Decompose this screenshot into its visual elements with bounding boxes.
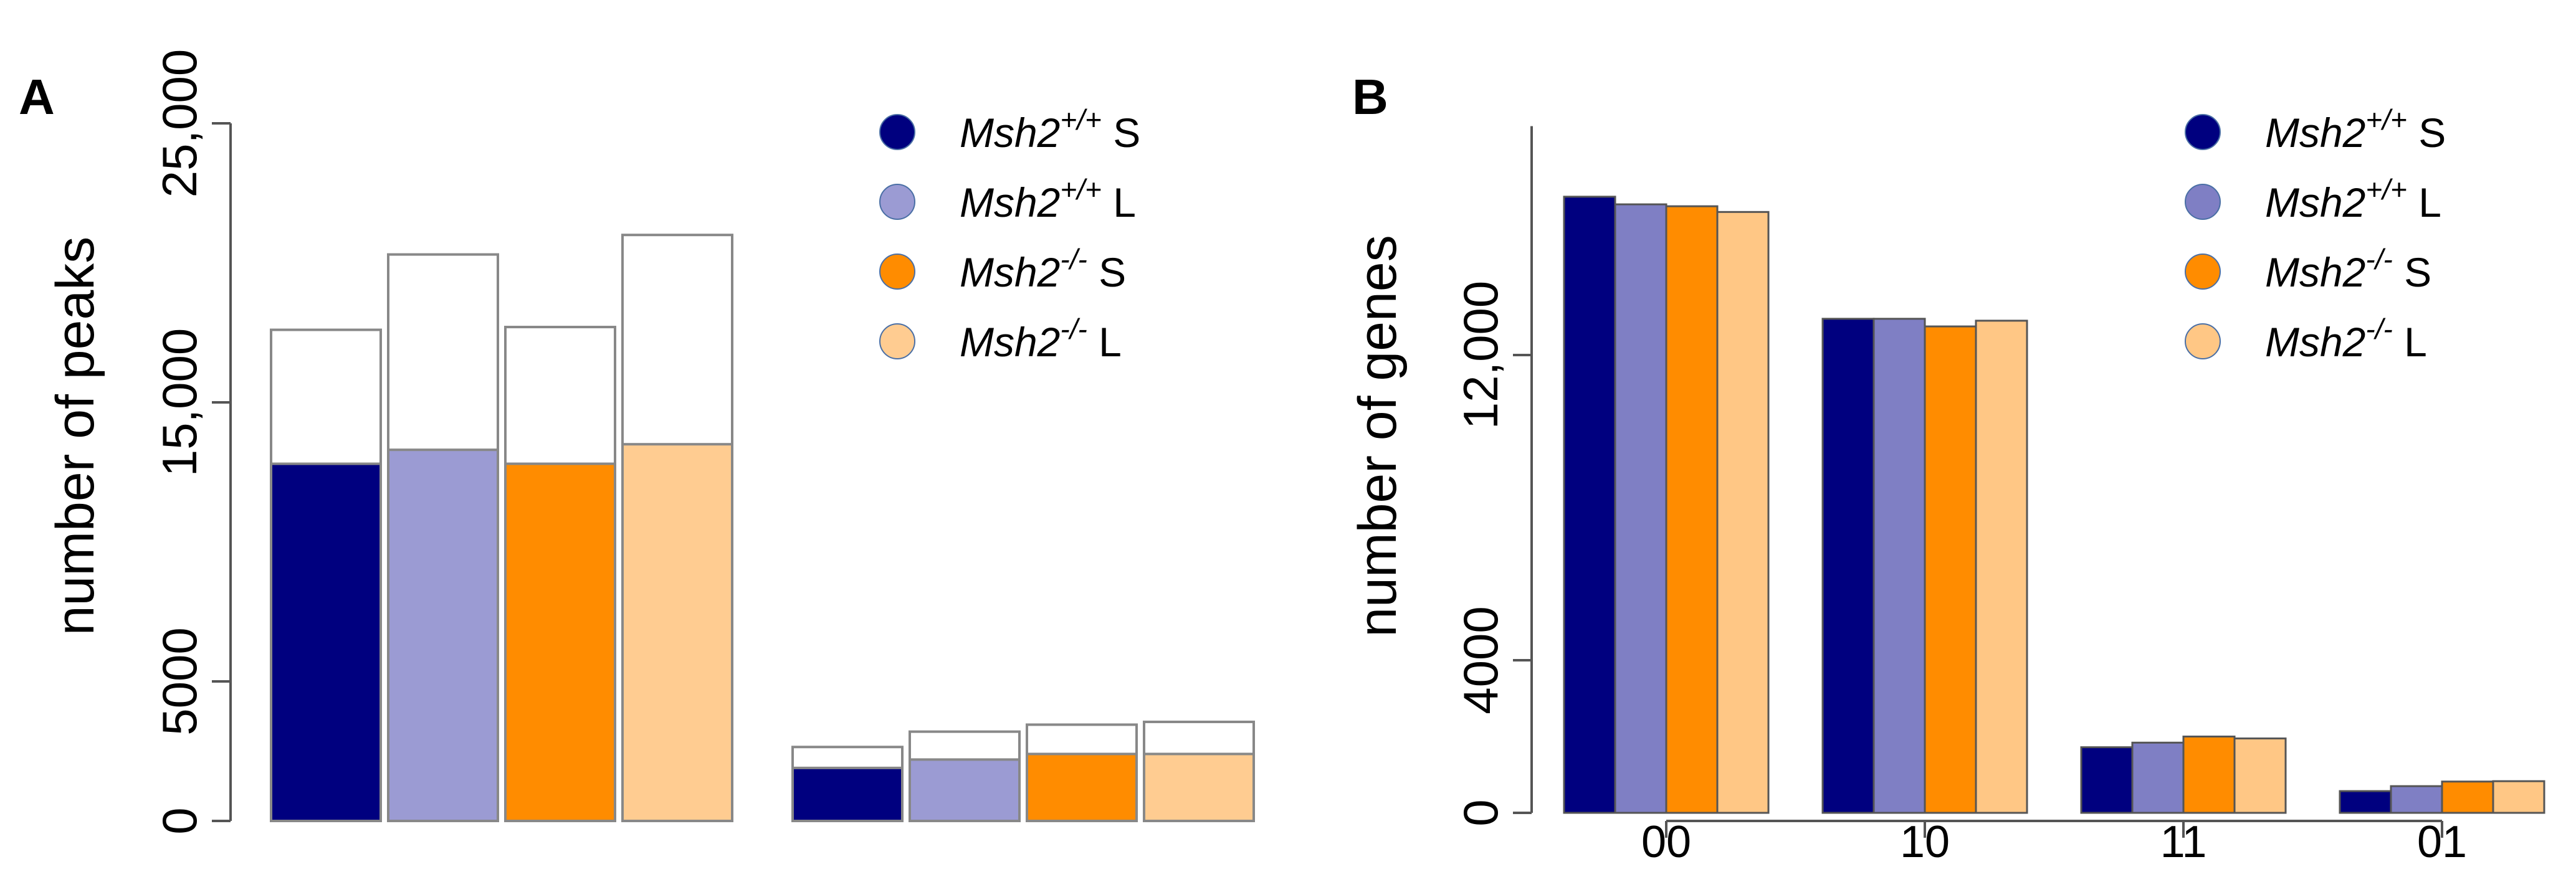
panel-a-bar-g1-msh2wt-l (387, 448, 499, 822)
panel-a-bar-g1-msh2wt-s (270, 462, 382, 822)
panel-b-legend-marker-4 (2185, 323, 2221, 359)
panel-b-x-tick-label: 01 (2417, 817, 2467, 867)
panel-b-legend-label-3: Msh2-/- S (2265, 243, 2431, 295)
panel-b-bar-10-msh2ko-l (1975, 320, 2028, 814)
panel-a-legend-label-3: Msh2-/- S (960, 243, 1126, 295)
panel-b-bars (1563, 196, 2545, 814)
panel-a-bar-g1-msh2ko-l (621, 443, 733, 822)
panel-b-bar-01-msh2ko-s (2441, 780, 2494, 814)
panel-b-y-tick-label: 0 (1453, 799, 1508, 826)
panel-a-bar-g2-msh2wt-l (909, 758, 1021, 822)
panel-b-legend-marker-3 (2185, 254, 2221, 290)
panel-b-bar-11-msh2ko-s (2182, 736, 2236, 814)
panel-a-legend-label-4: Msh2-/- L (960, 313, 1122, 365)
panel-b-bar-01-msh2wt-s (2339, 790, 2392, 814)
panel-a-legend-marker-4 (879, 323, 915, 359)
panel-b-bar-01-msh2wt-l (2390, 785, 2443, 814)
panel-b-bar-00-msh2wt-s (1563, 196, 1616, 814)
panel-b-bar-11-msh2wt-s (2080, 746, 2134, 814)
panel-a-y-tick-label: 5000 (152, 627, 207, 736)
panel-b-x-axis: 00 10 11 01 (1641, 817, 2467, 867)
panel-b-x-tick-label: 00 (1641, 817, 1691, 867)
panel-a-bar-g2-msh2wt-s (791, 766, 904, 823)
panel-a-y-tick-label: 15,000 (152, 328, 207, 477)
panel-b-bar-00-msh2ko-s (1665, 205, 1719, 814)
panel-b-label: B (1352, 69, 1388, 125)
panel-b-bar-10-msh2ko-s (1924, 325, 1977, 814)
panel-a-bars (270, 234, 1255, 823)
panel-b-legend-marker-2 (2185, 184, 2221, 220)
panel-a-legend-marker-2 (879, 184, 915, 220)
panel-a: A number of peaks 0 5000 15,000 25,000 Msh2… (19, 49, 1255, 835)
panel-a-y-tick-label: 0 (152, 807, 207, 834)
panel-a-bar-g2-msh2ko-s (1026, 752, 1138, 822)
panel-a-y-axis-title: number of peaks (45, 237, 105, 636)
panel-b-bar-00-msh2wt-l (1614, 203, 1667, 814)
panel-b-y-axis: 0 4000 12,000 (1453, 126, 1533, 827)
panel-b-bar-10-msh2wt-s (1821, 318, 1875, 814)
panel-b-legend: Msh2+/+ S Msh2+/+ L Msh2-/- S Msh2-/- L (2185, 103, 2446, 365)
panel-a-legend: Msh2+/+ S Msh2+/+ L Msh2-/- S Msh2-/- L (879, 103, 1140, 365)
panel-b-y-tick-label: 4000 (1453, 606, 1508, 714)
panel-a-legend-marker-1 (879, 114, 915, 150)
panel-b-bar-00-msh2ko-l (1716, 211, 1770, 814)
panel-b-y-tick-label: 12,000 (1453, 281, 1508, 430)
panel-a-bar-g1-msh2ko-s (504, 462, 616, 822)
panel-a-y-axis: 0 5000 15,000 25,000 (152, 49, 232, 835)
panel-a-y-tick-label: 25,000 (152, 49, 207, 198)
panel-a-legend-label-2: Msh2+/+ L (960, 173, 1136, 225)
panel-b-bar-11-msh2wt-l (2131, 741, 2185, 814)
panel-b-bar-01-msh2ko-l (2492, 780, 2545, 814)
panel-a-legend-label-1: Msh2+/+ S (960, 103, 1140, 156)
panel-b-legend-marker-1 (2185, 114, 2221, 150)
panel-a-legend-marker-3 (879, 254, 915, 290)
panel-b-y-axis-title: number of genes (1348, 235, 1408, 637)
panel-a-label: A (19, 69, 55, 125)
panel-b-bar-11-msh2ko-l (2233, 737, 2287, 814)
panel-b-x-tick-label: 11 (2160, 817, 2207, 867)
panel-b-x-tick-label: 10 (1900, 817, 1950, 867)
panel-b-legend-label-1: Msh2+/+ S (2265, 103, 2446, 156)
panel-b-bar-10-msh2wt-l (1872, 318, 1926, 814)
panel-b-legend-label-4: Msh2-/- L (2265, 313, 2427, 365)
panel-a-bar-g2-msh2ko-l (1143, 752, 1255, 822)
panel-b: B number of genes 0 4000 12,000 00 10 11 01 M… (1348, 69, 2545, 867)
panel-b-legend-label-2: Msh2+/+ L (2265, 173, 2441, 225)
